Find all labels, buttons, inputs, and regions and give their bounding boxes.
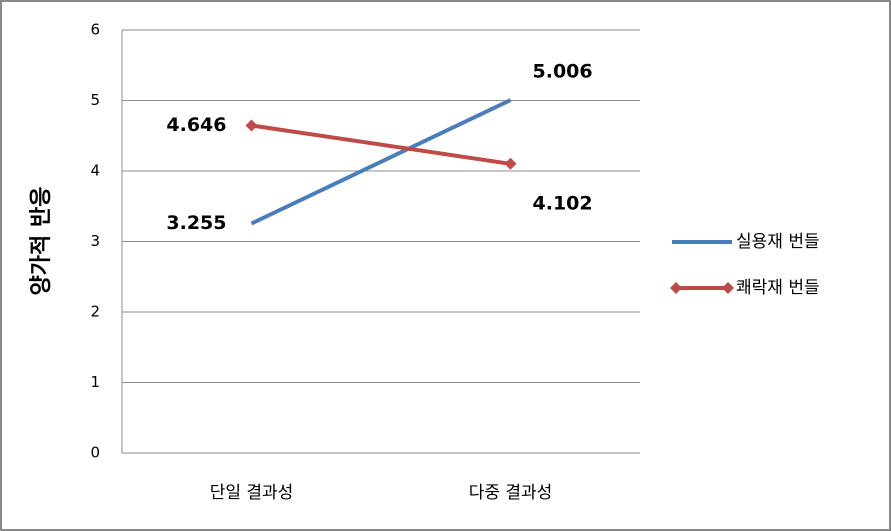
legend-marker <box>670 282 682 294</box>
series-line <box>250 98 512 226</box>
y-axis-title: 양가적 반응 <box>29 187 54 296</box>
data-label: 3.255 <box>166 212 226 234</box>
y-tick-label: 3 <box>90 232 100 250</box>
data-label: 5.006 <box>533 61 593 83</box>
y-tick-label: 6 <box>90 21 100 39</box>
y-tick-label: 2 <box>90 303 100 321</box>
data-point <box>504 157 517 170</box>
data-label: 4.102 <box>533 192 593 214</box>
legend-label: 쾌락재 번들 <box>736 278 820 298</box>
y-tick-label: 0 <box>90 444 100 462</box>
y-tick-label: 5 <box>90 91 100 109</box>
x-tick-label: 단일 결과성 <box>210 483 294 503</box>
y-tick-label: 1 <box>90 373 100 391</box>
data-label: 4.646 <box>166 114 226 136</box>
series-line <box>251 123 511 166</box>
data-point <box>245 119 258 132</box>
x-tick-label: 다중 결과성 <box>469 483 553 503</box>
y-tick-label: 4 <box>90 162 100 180</box>
legend-marker <box>722 282 734 294</box>
legend-label: 실용재 번들 <box>736 232 820 252</box>
